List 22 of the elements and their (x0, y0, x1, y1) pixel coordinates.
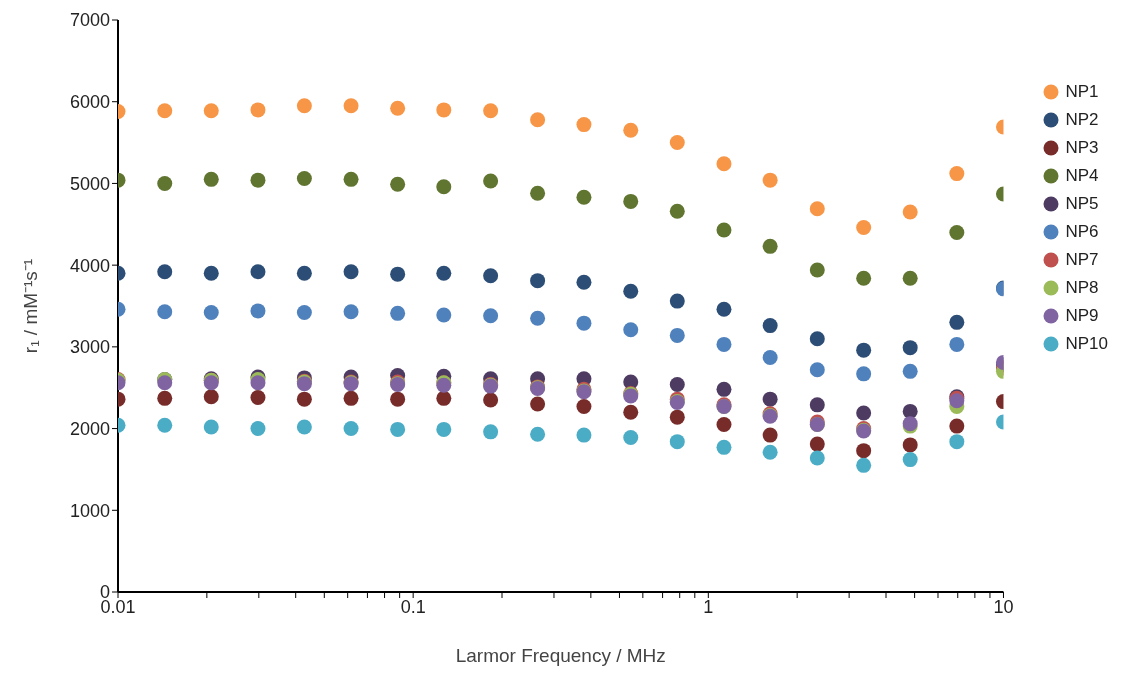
y-tick-label: 5000 (69, 173, 110, 194)
legend-label: NP8 (1065, 277, 1099, 299)
legend-label: NP4 (1065, 165, 1099, 187)
x-tick-label: 10 (993, 596, 1014, 617)
legend-label: NP5 (1065, 193, 1099, 215)
legend-label: NP3 (1065, 137, 1099, 159)
y-axis-title: r₁ / mM⁻¹s⁻¹ (19, 258, 41, 354)
y-tick-label: 1000 (69, 500, 110, 521)
y-tick-label: 6000 (69, 92, 110, 113)
legend-label: NP9 (1065, 305, 1099, 327)
x-tick-label: 1 (703, 596, 714, 617)
legend-label: NP7 (1065, 249, 1099, 271)
y-tick-label: 4000 (69, 255, 110, 276)
legend-label: NP2 (1065, 109, 1099, 131)
legend-label: NP1 (1065, 81, 1099, 103)
y-tick-label: 7000 (69, 10, 110, 31)
legend-label: NP10 (1065, 333, 1108, 355)
x-tick-label: 0.1 (400, 596, 426, 617)
y-tick-label: 2000 (69, 418, 110, 439)
x-axis-title: Larmor Frequency / MHz (455, 645, 666, 666)
y-tick-label: 3000 (69, 337, 110, 358)
legend-label: NP6 (1065, 221, 1099, 243)
